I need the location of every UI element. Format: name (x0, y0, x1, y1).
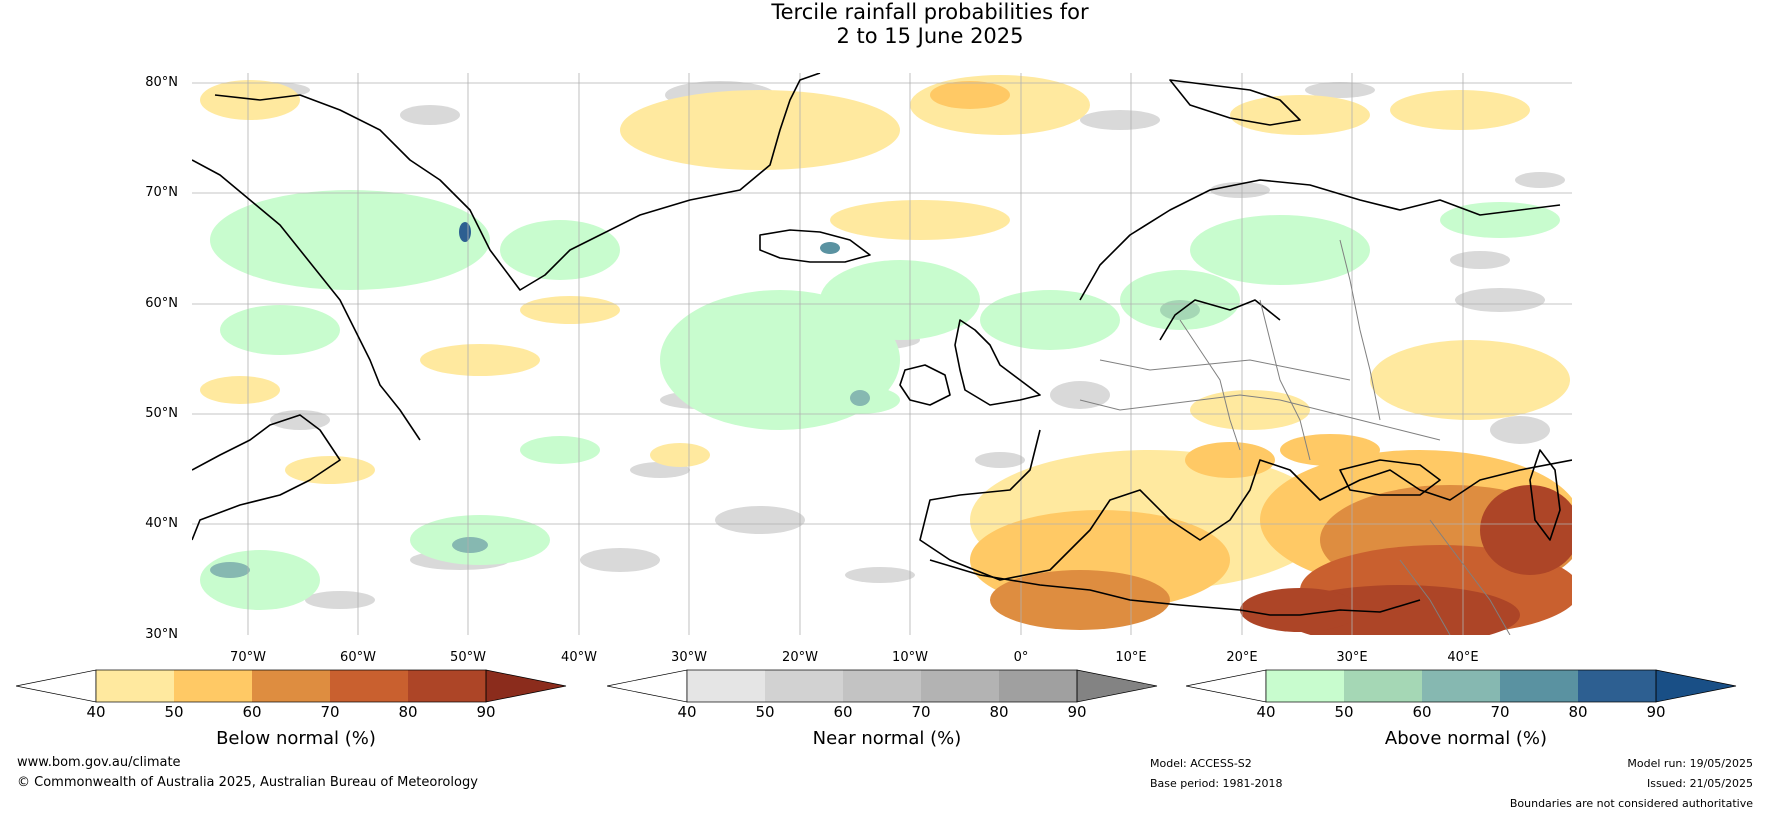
colorbar-tick-label: 70 (911, 703, 931, 721)
colorbar-segment (330, 670, 408, 702)
lon-label-10e: 10°E (1115, 650, 1147, 665)
colorbar-segment (96, 670, 174, 702)
lat-label-40n: 40°N (145, 516, 178, 531)
colorbar-tick-label: 40 (86, 703, 106, 721)
footer-model: Model: ACCESS-S2 (1150, 757, 1252, 770)
colorbar-segment (408, 670, 486, 702)
lon-label-40w: 40°W (561, 650, 597, 665)
colorbar-tick-label: 80 (398, 703, 418, 721)
colorbar-segment (252, 670, 330, 702)
colorbar-segment (999, 670, 1077, 702)
colorbar-tick-label: 70 (1490, 703, 1510, 721)
colorbar-near-normal: 40 50 60 70 80 90 Near normal (%) (607, 668, 1167, 758)
colorbar-label-above: Above normal (%) (1384, 728, 1548, 749)
colorbar-outline (1265, 669, 1657, 703)
title-line-2: 2 to 15 June 2025 (836, 24, 1024, 48)
lon-label-20e: 20°E (1226, 650, 1258, 665)
colorbar-tick-label: 40 (677, 703, 697, 721)
colorbar-segment (1500, 670, 1578, 702)
footer-base-period: Base period: 1981-2018 (1150, 777, 1283, 790)
lat-label-30n: 30°N (145, 627, 178, 642)
footer-copyright: © Commonwealth of Australia 2025, Austra… (17, 775, 478, 790)
country-borders (1079, 239, 1511, 635)
footer-issued: Issued: 21/05/2025 (1646, 777, 1753, 790)
colorbar-label-below: Below normal (%) (216, 728, 376, 749)
colorbar-outline (95, 669, 487, 703)
colorbar-extend-high (1655, 669, 1737, 703)
colorbar-tick-label: 50 (164, 703, 184, 721)
colorbar-tick-label: 50 (755, 703, 775, 721)
colorbar-segment (1266, 670, 1344, 702)
lon-label-30e: 30°E (1336, 650, 1368, 665)
lon-label-10w: 10°W (892, 650, 928, 665)
colorbar-extend-low (1186, 669, 1267, 703)
colorbar-extend-high (485, 669, 567, 703)
below-normal-patches (200, 75, 1572, 635)
colorbar-tick-label: 50 (1334, 703, 1354, 721)
colorbar-segment (765, 670, 843, 702)
coastlines (192, 73, 1572, 616)
colorbar-tick-label: 90 (476, 703, 496, 721)
colorbar-outline (686, 669, 1078, 703)
lat-label-50n: 50°N (145, 406, 178, 421)
colorbar-above-normal: 40 50 60 70 80 90 Above normal (%) (1186, 668, 1746, 758)
lat-label-60n: 60°N (145, 296, 178, 311)
colorbar-segment (174, 670, 252, 702)
colorbar-tick-label: 90 (1646, 703, 1666, 721)
lon-label-0: 0° (1013, 650, 1029, 665)
footer-model-run: Model run: 19/05/2025 (1627, 757, 1753, 770)
lat-label-70n: 70°N (145, 185, 178, 200)
lon-label-30w: 30°W (671, 650, 707, 665)
lat-label-80n: 80°N (145, 75, 178, 90)
lon-label-60w: 60°W (340, 650, 376, 665)
above-normal-patches (200, 190, 1560, 610)
footer-website[interactable]: www.bom.gov.au/climate (17, 755, 181, 770)
colorbar-tick-label: 80 (989, 703, 1009, 721)
colorbar-extend-high (1076, 669, 1158, 703)
map-title: Tercile rainfall probabilities for 2 to … (0, 0, 1770, 48)
colorbar-segment (843, 670, 921, 702)
colorbar-tick-label: 60 (242, 703, 262, 721)
colorbar-tick-label: 80 (1568, 703, 1588, 721)
colorbar-tick-label: 40 (1256, 703, 1276, 721)
colorbar-segment (1344, 670, 1422, 702)
colorbar-tick-label: 70 (320, 703, 340, 721)
colorbar-segment (1578, 670, 1656, 702)
lon-label-50w: 50°W (450, 650, 486, 665)
colorbar-tick-label: 90 (1067, 703, 1087, 721)
lon-label-70w: 70°W (230, 650, 266, 665)
title-line-1: Tercile rainfall probabilities for (771, 0, 1089, 24)
graticule (192, 73, 1572, 635)
colorbar-tick-label: 60 (833, 703, 853, 721)
colorbar-extend-low (16, 669, 97, 703)
lon-label-20w: 20°W (782, 650, 818, 665)
colorbar-tick-label: 60 (1412, 703, 1432, 721)
colorbar-segment (687, 670, 765, 702)
colorbar-segment (921, 670, 999, 702)
colorbar-segment (1422, 670, 1500, 702)
colorbar-extend-low (607, 669, 688, 703)
lon-label-40e: 40°E (1447, 650, 1479, 665)
colorbar-label-near: Near normal (%) (812, 728, 962, 749)
colorbar-below-normal: 40 50 60 70 80 90 Below normal (%) (16, 668, 576, 758)
footer-disclaimer: Boundaries are not considered authoritat… (1509, 797, 1753, 810)
